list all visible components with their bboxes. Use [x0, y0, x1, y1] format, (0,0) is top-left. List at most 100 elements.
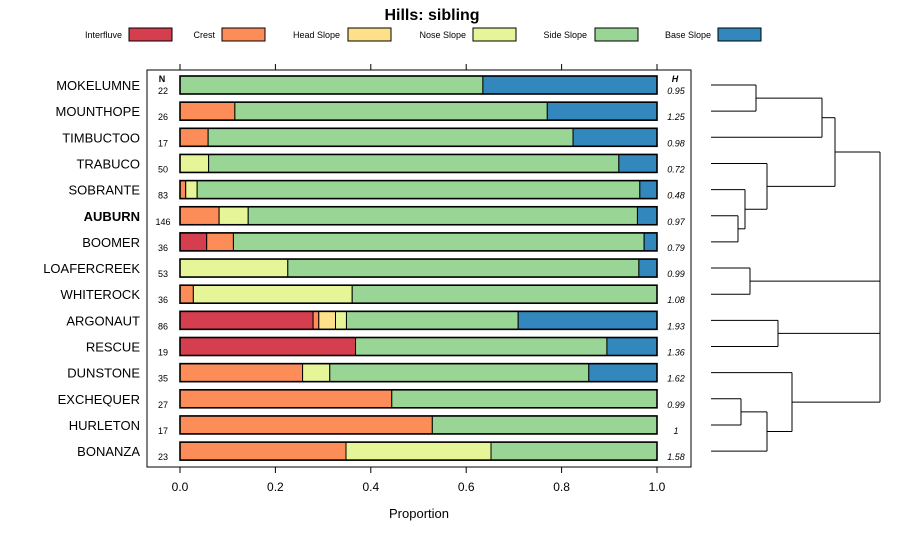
bar-row: SOBRANTE 83 0.48: [68, 179, 685, 201]
bar-outline: [179, 415, 658, 435]
bar-segment: [546, 101, 658, 121]
bar-outline: [179, 336, 658, 357]
bar-segment: [345, 441, 492, 461]
bar-outline: [179, 75, 658, 95]
row-n-value: 26: [158, 112, 168, 122]
bar-segment: [179, 180, 187, 200]
row-label: EXCHEQUER: [58, 392, 140, 407]
row-h-value: 0.48: [667, 191, 685, 201]
bar-segment: [179, 284, 194, 304]
legend-swatch: [128, 27, 173, 42]
row-label: ARGONAUT: [66, 313, 140, 328]
row-label: BOOMER: [82, 235, 140, 250]
row-h-value: 1.25: [667, 112, 686, 122]
row-h-value: 0.95: [667, 86, 686, 96]
legend-label: Crest: [193, 30, 215, 40]
chart-title: Hills: sibling: [384, 7, 479, 24]
bar-segment: [391, 389, 658, 409]
row-label: MOKELUMNE: [56, 78, 140, 93]
row-h-value: 1.08: [667, 295, 685, 305]
row-n-value: 36: [158, 295, 168, 305]
row-n-value: 86: [158, 321, 168, 331]
legend: Interfluve Crest Head Slope Nose Slope Side …: [85, 27, 762, 42]
bar-segment: [335, 310, 347, 330]
row-n-value: 22: [158, 86, 168, 96]
bar-outline: [179, 441, 658, 461]
bar-segment: [206, 232, 234, 252]
bar-segment: [572, 127, 658, 147]
row-h-value: 0.97: [667, 217, 686, 227]
row-label: WHITEROCK: [61, 287, 141, 302]
row-label: DUNSTONE: [67, 366, 140, 381]
row-n-value: 35: [158, 374, 168, 384]
bar-row: TRABUCO 50 0.72: [76, 153, 685, 174]
bar-segment: [179, 101, 236, 121]
bar-segment: [179, 415, 433, 435]
bar-row: TIMBUCTOO 17 0.98: [62, 127, 685, 148]
row-label: AUBURN: [84, 209, 140, 224]
bar-segment: [196, 180, 641, 200]
row-n-value: 19: [158, 348, 168, 358]
row-n-value: 27: [158, 400, 168, 410]
bar-row: ARGONAUT 86 1.93: [66, 310, 685, 331]
bar-outline: [179, 232, 658, 252]
bar-segment: [192, 284, 353, 304]
row-label: HURLETON: [69, 418, 140, 433]
legend-swatch: [594, 27, 639, 42]
x-tick-label: 0.6: [458, 480, 475, 494]
bar-segment: [643, 232, 658, 252]
row-n-value: 36: [158, 243, 168, 253]
bar-segment: [218, 206, 249, 226]
bar-segment: [482, 75, 658, 95]
bar-rows: MOKELUMNE 22 0.95 MOUNTHOPE 26 1.25 TIMBUCTOO 1…: [43, 75, 686, 462]
legend-swatch: [347, 27, 392, 42]
row-h-value: 0.72: [667, 164, 685, 174]
bar-segment: [179, 389, 393, 409]
row-label: MOUNTHOPE: [56, 104, 141, 119]
row-label: BONANZA: [77, 444, 140, 459]
bar-row: EXCHEQUER 27 0.99: [58, 388, 685, 410]
legend-label: Base Slope: [665, 30, 711, 40]
bar-segment: [179, 75, 484, 95]
bar-outline: [179, 284, 658, 305]
row-h-value: 0.99: [667, 269, 685, 279]
row-label: TIMBUCTOO: [62, 130, 140, 145]
bar-segment: [208, 153, 620, 173]
row-h-value: 1.58: [667, 452, 685, 462]
bar-segment: [179, 310, 314, 330]
h-column-header: H: [672, 74, 679, 84]
bar-outline: [179, 127, 658, 148]
x-tick-label: 0.2: [267, 480, 284, 494]
bar-row: HURLETON 17 1: [69, 415, 679, 436]
bar-segment: [287, 258, 640, 278]
row-label: TRABUCO: [76, 156, 140, 171]
bar-row: DUNSTONE 35 1.62: [67, 362, 685, 384]
bar-outline: [179, 388, 658, 409]
row-n-value: 83: [158, 191, 168, 201]
bar-segment: [179, 337, 357, 356]
bar-outline: [179, 310, 658, 331]
bar-segment: [638, 258, 658, 278]
bar-segment: [490, 441, 658, 461]
bar-segment: [639, 180, 658, 200]
row-label: RESCUE: [86, 340, 141, 355]
bar-segment: [318, 310, 337, 330]
x-tick-label: 0.8: [553, 480, 570, 494]
bar-segment: [179, 153, 210, 173]
row-n-value: 50: [158, 164, 168, 174]
x-axis-label: Proportion: [389, 506, 449, 521]
bar-outline: [179, 153, 658, 174]
row-h-value: 0.79: [667, 243, 685, 253]
x-tick-label: 0.4: [362, 480, 379, 494]
legend-label: Side Slope: [543, 30, 587, 40]
bar-outline: [179, 258, 658, 278]
row-h-value: 1.62: [667, 374, 685, 384]
legend-label: Nose Slope: [419, 30, 466, 40]
bar-segment: [247, 206, 638, 226]
row-n-value: 23: [158, 452, 168, 462]
row-label: SOBRANTE: [68, 183, 140, 198]
bar-row: AUBURN 146 0.97: [84, 205, 686, 227]
bar-segment: [606, 337, 658, 356]
bar-segment: [351, 284, 658, 304]
